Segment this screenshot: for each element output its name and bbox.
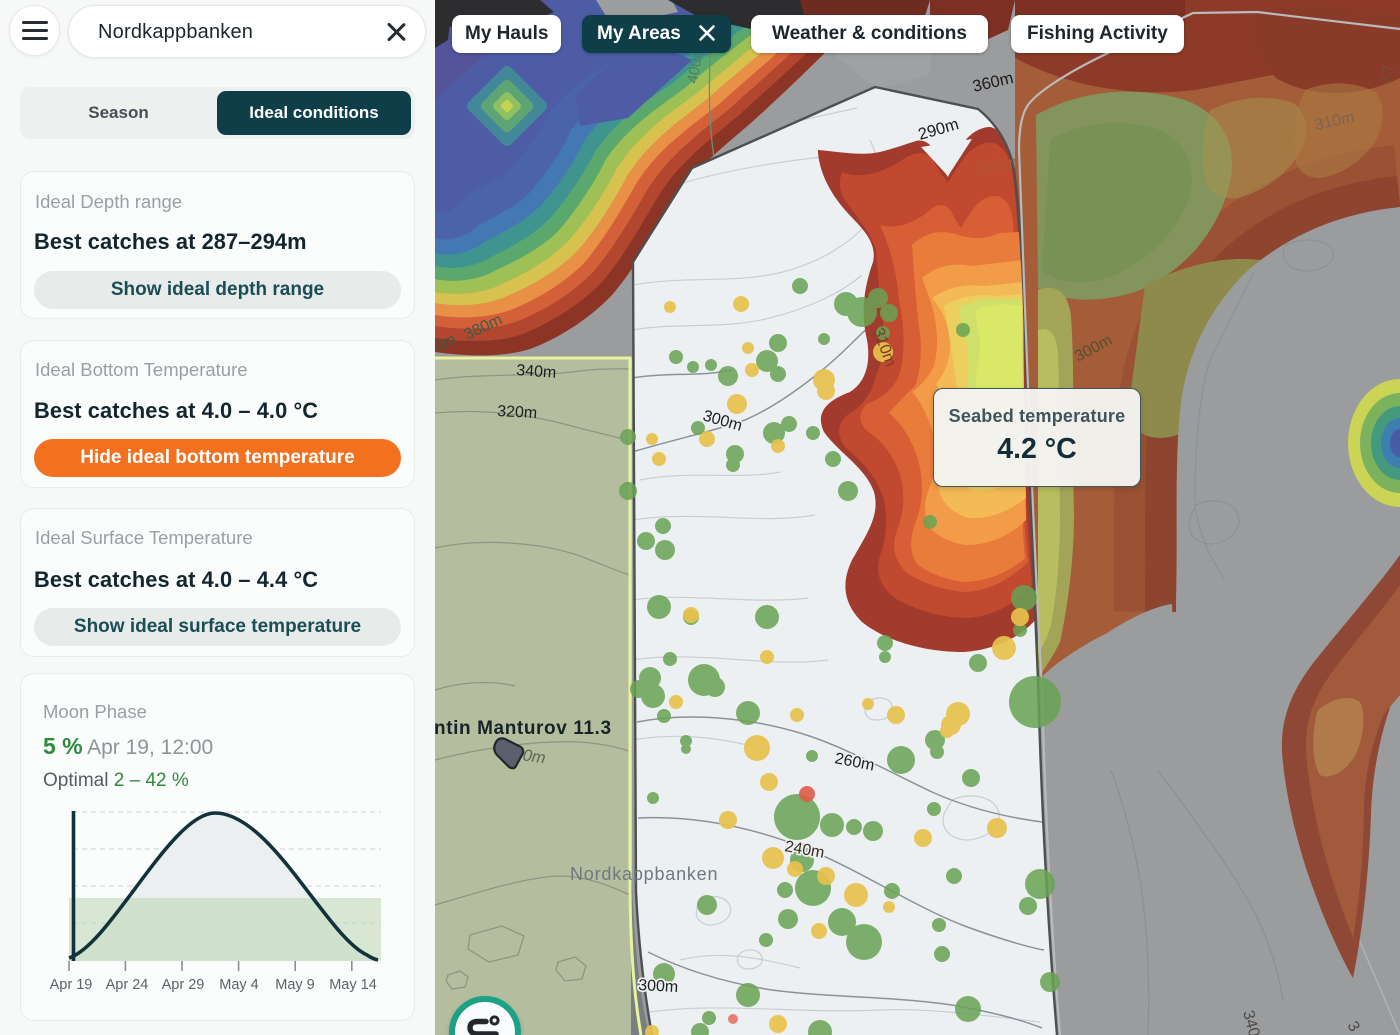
svg-text:May 9: May 9	[275, 977, 315, 993]
svg-text:ntin Manturov 11.3: ntin Manturov 11.3	[435, 718, 612, 739]
svg-text:400m: 400m	[684, 45, 707, 85]
svg-text:Apr 29: Apr 29	[162, 977, 205, 993]
svg-text:320m: 320m	[497, 403, 538, 422]
svg-text:Apr 19: Apr 19	[50, 977, 93, 993]
svg-text:340m: 340m	[516, 362, 557, 382]
svg-text:300m: 300m	[638, 977, 679, 996]
svg-text:320m: 320m	[975, 153, 1018, 177]
svg-text:Nordkappbanken: Nordkappbanken	[570, 864, 718, 884]
svg-text:May 14: May 14	[329, 977, 377, 993]
svg-text:33: 33	[1376, 64, 1398, 87]
svg-text:Apr 24: Apr 24	[106, 977, 149, 993]
svg-text:340: 340	[1239, 1009, 1262, 1035]
svg-text:May 4: May 4	[219, 977, 259, 993]
